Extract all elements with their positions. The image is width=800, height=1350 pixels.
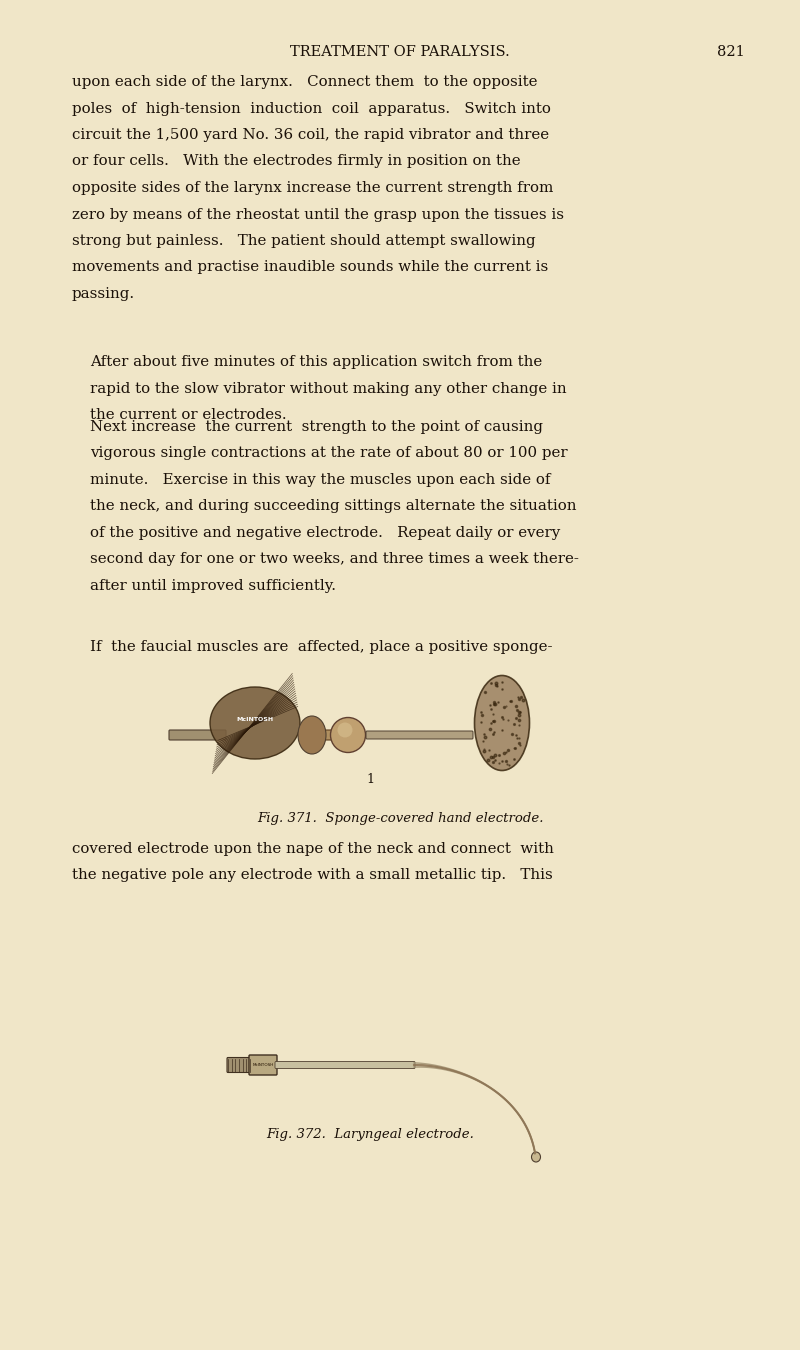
- Text: covered electrode upon the nape of the neck and connect  with: covered electrode upon the nape of the n…: [72, 842, 554, 856]
- Text: McINTOSH: McINTOSH: [252, 1062, 274, 1066]
- Ellipse shape: [338, 722, 353, 737]
- Text: upon each side of the larynx.   Connect them  to the opposite: upon each side of the larynx. Connect th…: [72, 76, 538, 89]
- Text: Fig. 371.  Sponge-covered hand electrode.: Fig. 371. Sponge-covered hand electrode.: [257, 811, 543, 825]
- Text: strong but painless.   The patient should attempt swallowing: strong but painless. The patient should …: [72, 234, 536, 248]
- Text: If  the faucial muscles are  affected, place a positive sponge-: If the faucial muscles are affected, pla…: [90, 640, 553, 653]
- Text: the neck, and during succeeding sittings alternate the situation: the neck, and during succeeding sittings…: [90, 500, 577, 513]
- Text: of the positive and negative electrode.   Repeat daily or every: of the positive and negative electrode. …: [90, 526, 560, 540]
- Ellipse shape: [210, 687, 300, 759]
- Text: TREATMENT OF PARALYSIS.: TREATMENT OF PARALYSIS.: [290, 45, 510, 59]
- Text: second day for one or two weeks, and three times a week there-: second day for one or two weeks, and thr…: [90, 552, 579, 567]
- Text: minute.   Exercise in this way the muscles upon each side of: minute. Exercise in this way the muscles…: [90, 472, 550, 487]
- Text: passing.: passing.: [72, 288, 135, 301]
- Ellipse shape: [474, 675, 530, 771]
- Text: Next increase  the current  strength to the point of causing: Next increase the current strength to th…: [90, 420, 543, 433]
- Text: or four cells.   With the electrodes firmly in position on the: or four cells. With the electrodes firml…: [72, 154, 521, 169]
- FancyBboxPatch shape: [275, 1061, 415, 1068]
- Ellipse shape: [298, 716, 326, 755]
- Text: Fig. 372.  Laryngeal electrode.: Fig. 372. Laryngeal electrode.: [266, 1129, 474, 1141]
- Text: movements and practise inaudible sounds while the current is: movements and practise inaudible sounds …: [72, 261, 548, 274]
- Text: McINTOSH: McINTOSH: [237, 717, 274, 722]
- FancyBboxPatch shape: [301, 730, 338, 740]
- FancyBboxPatch shape: [227, 1057, 251, 1072]
- Text: opposite sides of the larynx increase the current strength from: opposite sides of the larynx increase th…: [72, 181, 554, 194]
- FancyBboxPatch shape: [249, 1054, 277, 1075]
- Text: 821: 821: [718, 45, 745, 59]
- Text: After about five minutes of this application switch from the: After about five minutes of this applica…: [90, 355, 542, 369]
- Text: the current or electrodes.: the current or electrodes.: [90, 408, 286, 423]
- Text: vigorous single contractions at the rate of about 80 or 100 per: vigorous single contractions at the rate…: [90, 447, 568, 460]
- Ellipse shape: [330, 717, 366, 752]
- Ellipse shape: [531, 1152, 541, 1162]
- Text: poles  of  high-tension  induction  coil  apparatus.   Switch into: poles of high-tension induction coil app…: [72, 101, 551, 116]
- Text: circuit the 1,500 yard No. 36 coil, the rapid vibrator and three: circuit the 1,500 yard No. 36 coil, the …: [72, 128, 549, 142]
- Text: the negative pole any electrode with a small metallic tip.   This: the negative pole any electrode with a s…: [72, 868, 553, 883]
- Text: zero by means of the rheostat until the grasp upon the tissues is: zero by means of the rheostat until the …: [72, 208, 564, 221]
- Text: rapid to the slow vibrator without making any other change in: rapid to the slow vibrator without makin…: [90, 382, 566, 396]
- Text: 1: 1: [366, 774, 374, 786]
- FancyBboxPatch shape: [366, 730, 473, 738]
- Text: after until improved sufficiently.: after until improved sufficiently.: [90, 579, 336, 593]
- FancyBboxPatch shape: [169, 730, 226, 740]
